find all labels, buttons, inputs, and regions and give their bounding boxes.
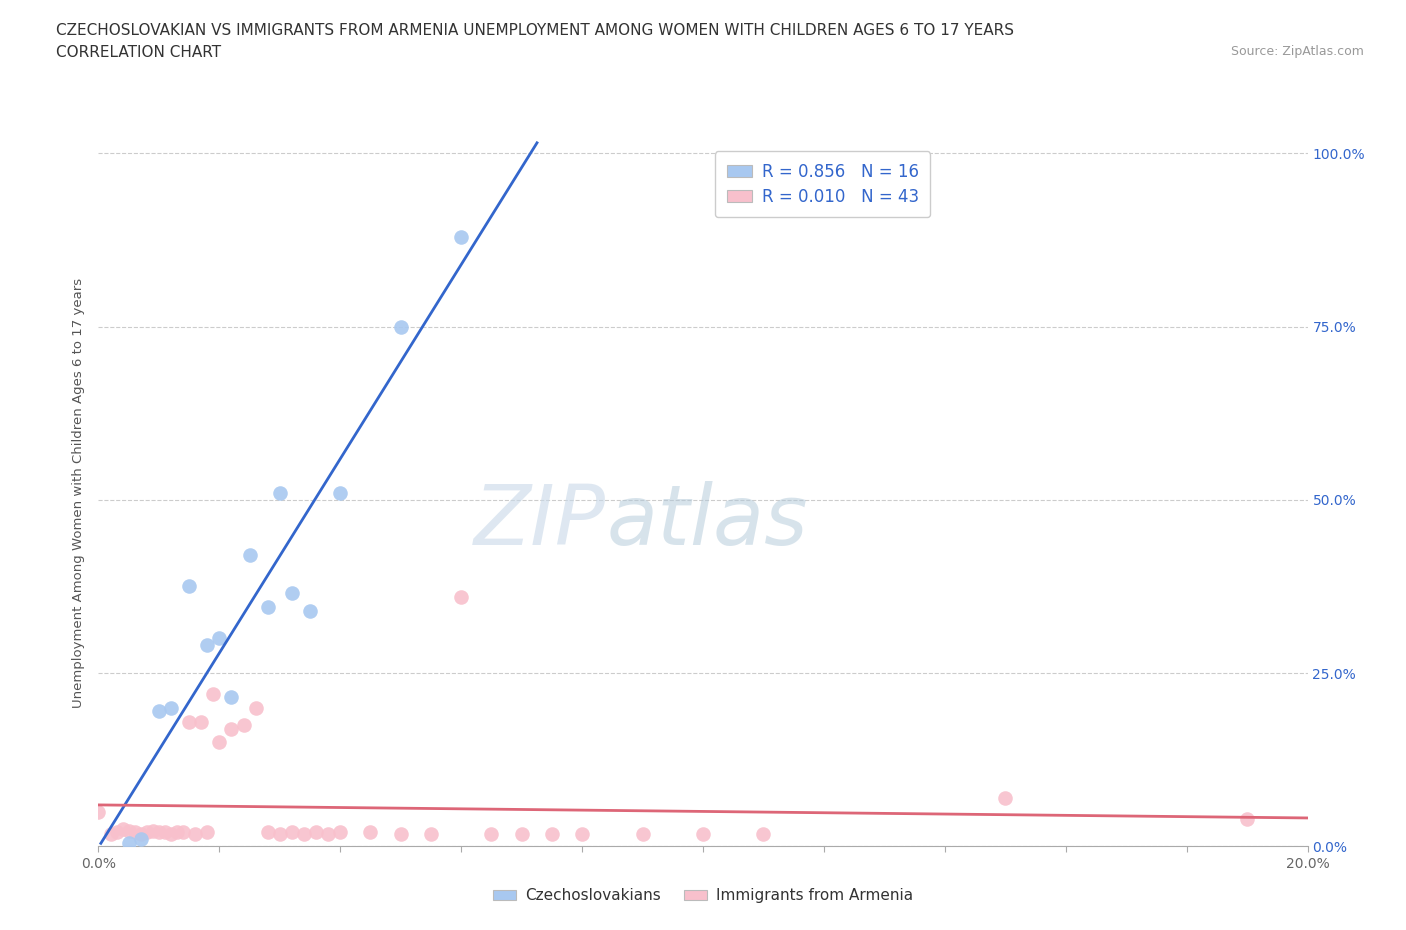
Point: [329, 825, 352, 840]
Point: [100, 827, 122, 842]
Point: [221, 721, 243, 736]
Point: [281, 825, 304, 840]
Point: [256, 825, 278, 840]
Point: [239, 548, 262, 563]
Point: [148, 704, 170, 719]
Point: [221, 690, 243, 705]
Point: [481, 827, 503, 842]
Point: [179, 714, 201, 729]
Point: [202, 686, 225, 701]
Point: [87, 804, 110, 819]
Point: [118, 824, 141, 839]
Point: [208, 631, 231, 645]
Point: [1236, 811, 1258, 826]
Point: [111, 821, 134, 836]
Point: [571, 827, 593, 842]
Point: [450, 229, 472, 244]
Point: [118, 835, 141, 850]
Point: [692, 827, 714, 842]
Point: [190, 714, 212, 729]
Point: [316, 827, 339, 842]
Point: [510, 827, 533, 842]
Point: [172, 825, 194, 840]
Point: [269, 485, 291, 500]
Point: [129, 832, 152, 847]
Point: [160, 700, 183, 715]
Point: [184, 827, 207, 842]
Point: [389, 319, 412, 334]
Point: [148, 825, 170, 840]
Point: [631, 827, 654, 842]
Point: [208, 735, 231, 750]
Point: [994, 790, 1017, 805]
Point: [329, 485, 352, 500]
Point: [245, 700, 267, 715]
Point: [179, 579, 201, 594]
Point: [292, 827, 315, 842]
Point: [420, 827, 443, 842]
Text: CZECHOSLOVAKIAN VS IMMIGRANTS FROM ARMENIA UNEMPLOYMENT AMONG WOMEN WITH CHILDRE: CZECHOSLOVAKIAN VS IMMIGRANTS FROM ARMEN…: [56, 23, 1014, 38]
Point: [195, 638, 218, 653]
Y-axis label: Unemployment Among Women with Children Ages 6 to 17 years: Unemployment Among Women with Children A…: [72, 278, 86, 708]
Text: Source: ZipAtlas.com: Source: ZipAtlas.com: [1230, 45, 1364, 58]
Legend: Czechoslovakians, Immigrants from Armenia: Czechoslovakians, Immigrants from Armeni…: [486, 883, 920, 910]
Point: [752, 827, 775, 842]
Point: [160, 827, 183, 842]
Point: [389, 827, 412, 842]
Text: atlas: atlas: [606, 481, 808, 562]
Point: [540, 827, 562, 842]
Text: ZIP: ZIP: [474, 481, 606, 562]
Point: [450, 590, 472, 604]
Point: [142, 824, 165, 839]
Point: [281, 586, 304, 601]
Point: [166, 825, 188, 840]
Point: [105, 825, 128, 840]
Point: [305, 825, 328, 840]
Point: [299, 604, 322, 618]
Text: CORRELATION CHART: CORRELATION CHART: [56, 45, 221, 60]
Point: [256, 600, 278, 615]
Point: [129, 827, 152, 842]
Point: [195, 825, 218, 840]
Point: [135, 825, 157, 840]
Point: [153, 825, 176, 840]
Point: [360, 825, 382, 840]
Point: [232, 718, 254, 733]
Point: [124, 825, 146, 840]
Point: [269, 827, 291, 842]
